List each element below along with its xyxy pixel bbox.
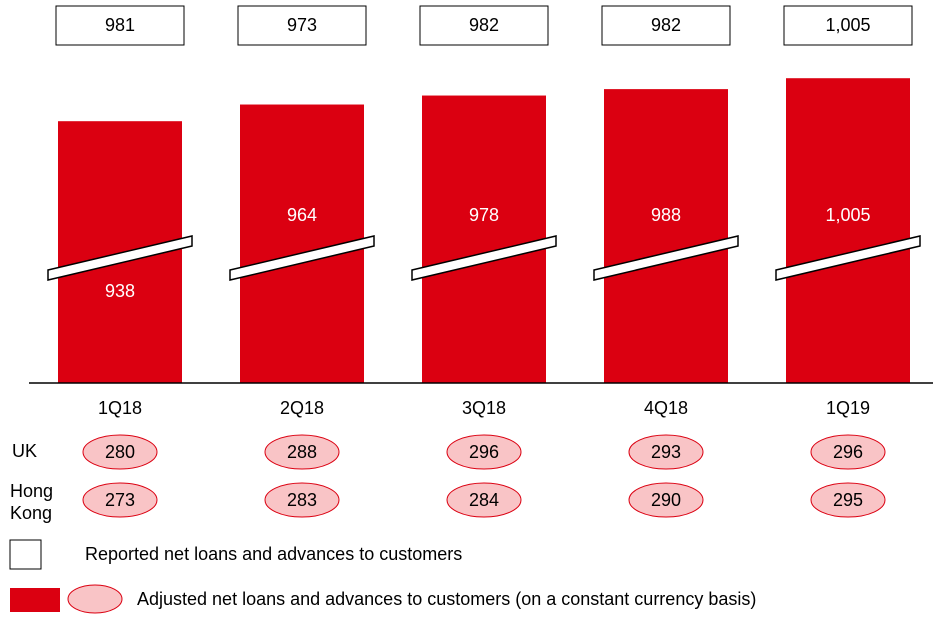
reported-label: 982	[469, 15, 499, 35]
x-tick-label: 4Q18	[644, 398, 688, 418]
oval-label: 295	[833, 490, 863, 510]
bar	[422, 95, 546, 384]
bar-label: 988	[651, 205, 681, 225]
oval-label: 293	[651, 442, 681, 462]
reported-box	[601, 5, 731, 46]
oval	[446, 482, 522, 518]
axis-break	[47, 235, 193, 281]
oval	[264, 482, 340, 518]
x-tick-label: 1Q18	[98, 398, 142, 418]
legend-label: Reported net loans and advances to custo…	[85, 544, 462, 564]
reported-box	[783, 5, 913, 46]
oval	[810, 434, 886, 470]
oval-label: 284	[469, 490, 499, 510]
oval-label: 273	[105, 490, 135, 510]
oval-label: 288	[287, 442, 317, 462]
reported-label: 981	[105, 15, 135, 35]
oval	[264, 434, 340, 470]
bar-label: 1,005	[825, 205, 870, 225]
legend-label: Adjusted net loans and advances to custo…	[137, 589, 756, 609]
oval-label: 296	[833, 442, 863, 462]
bar	[786, 78, 910, 383]
axis-break	[229, 235, 375, 281]
bar-label: 978	[469, 205, 499, 225]
bar	[604, 89, 728, 383]
x-tick-label: 2Q18	[280, 398, 324, 418]
oval	[446, 434, 522, 470]
oval-label: 280	[105, 442, 135, 462]
bar-label: 938	[105, 281, 135, 301]
reported-box	[419, 5, 549, 46]
reported-label: 982	[651, 15, 681, 35]
axis-break	[775, 235, 921, 281]
legend-oval	[67, 584, 123, 614]
axis-break	[411, 235, 557, 281]
oval-label: 283	[287, 490, 317, 510]
oval	[628, 482, 704, 518]
reported-box	[237, 5, 367, 46]
row-label: Hong Kong	[10, 481, 54, 523]
reported-box	[55, 5, 185, 46]
row-label: UK	[12, 441, 37, 461]
axis-break	[593, 235, 739, 281]
legend-swatch	[10, 588, 60, 612]
oval	[628, 434, 704, 470]
reported-label: 1,005	[825, 15, 870, 35]
bar-label: 964	[287, 205, 317, 225]
x-tick-label: 1Q19	[826, 398, 870, 418]
oval	[82, 482, 158, 518]
x-tick-label: 3Q18	[462, 398, 506, 418]
oval-label: 296	[469, 442, 499, 462]
oval	[810, 482, 886, 518]
legend-swatch	[9, 539, 42, 570]
reported-label: 973	[287, 15, 317, 35]
oval-label: 290	[651, 490, 681, 510]
oval	[82, 434, 158, 470]
